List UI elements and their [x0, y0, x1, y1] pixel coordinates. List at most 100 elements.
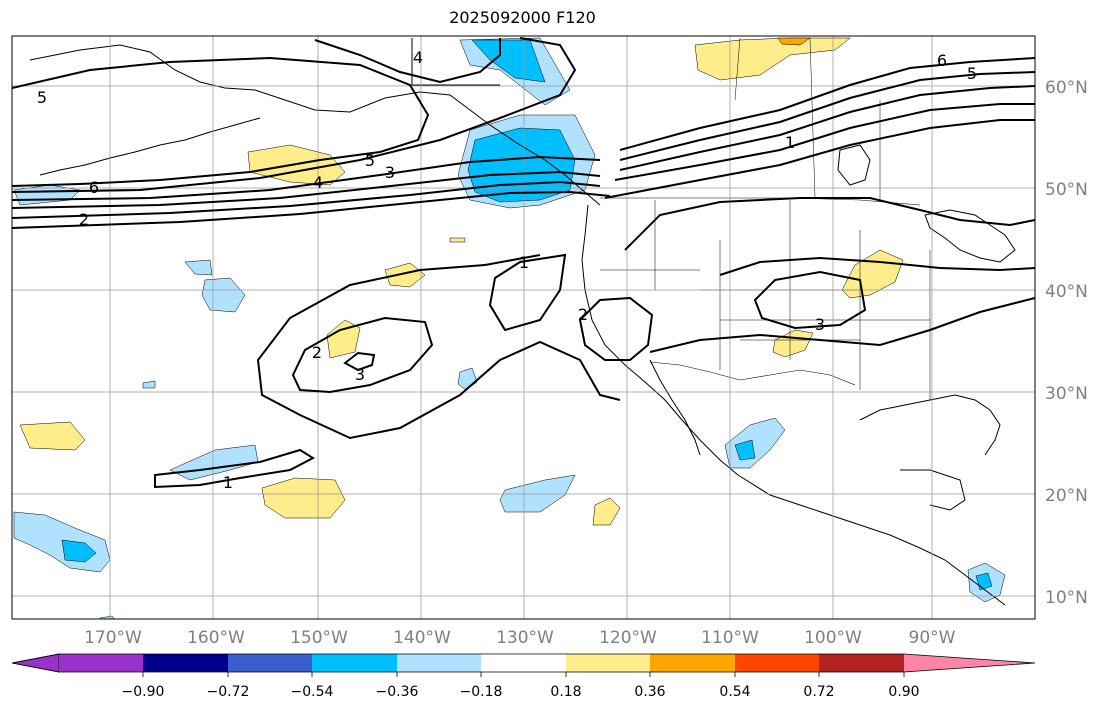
alaska-coast	[29, 44, 601, 206]
contour-line	[314, 38, 501, 84]
colorbar-tick-label: 0.36	[634, 684, 665, 700]
contour-line	[619, 71, 1035, 161]
panhandle-box	[411, 38, 500, 86]
contour-label: 2	[312, 343, 322, 362]
contour-line	[12, 180, 601, 219]
colorbar-swatch	[481, 654, 566, 672]
lon-label: 150°W	[290, 628, 348, 648]
contour-label: 2	[79, 210, 89, 229]
aleutian-islands	[39, 117, 261, 176]
shade-yellow	[772, 329, 814, 358]
map-title: 2025092000 F120	[449, 8, 596, 27]
colorbar-tick-label: 0.54	[719, 684, 750, 700]
shade-yellow	[449, 237, 466, 243]
contour-label: 5	[967, 64, 977, 83]
contour-line	[291, 316, 434, 394]
shade-blue	[467, 127, 576, 203]
gridlines	[12, 36, 1035, 619]
map-frame	[11, 35, 1036, 620]
lon-label: 160°W	[187, 628, 245, 648]
contour-label: 2	[578, 305, 588, 324]
colorbar-tick-label: 0.90	[888, 684, 919, 700]
colorbar-tick-label: −0.90	[122, 684, 165, 700]
contour-line	[619, 85, 1035, 171]
shade-orange	[777, 37, 811, 46]
lon-labels: 170°W 160°W 150°W 140°W 130°W 120°W 110°…	[84, 628, 956, 648]
lon-label: 120°W	[599, 628, 657, 648]
colorbar-swatch	[735, 654, 819, 672]
colorbar-outline	[11, 653, 1036, 673]
shade-light-blue	[142, 380, 156, 389]
great-lakes	[924, 209, 1016, 263]
contour-label: 5	[37, 88, 47, 107]
contour-line	[624, 197, 1035, 251]
colorbar-swatch	[312, 654, 397, 672]
contour-line	[256, 254, 621, 440]
lon-label: 110°W	[701, 628, 759, 648]
contour-line	[12, 190, 611, 229]
contour-label: 4	[413, 48, 423, 67]
contour-line	[343, 351, 376, 372]
colorbar-tick-label: −0.54	[291, 684, 334, 700]
shade-light-blue	[457, 367, 478, 391]
colorbar-swatch	[397, 654, 481, 672]
contour-line	[12, 37, 577, 193]
shade-light-blue	[201, 277, 246, 313]
lat-label: 60°N	[1045, 78, 1088, 98]
lat-label: 40°N	[1045, 282, 1088, 302]
contour-line	[649, 297, 1035, 353]
colorbar-ticks	[142, 672, 905, 677]
lat-labels: 60°N 50°N 40°N 30°N 20°N 10°N	[1045, 78, 1088, 608]
contour-line	[154, 448, 316, 489]
state-lines	[600, 200, 931, 400]
colorbar-swatch	[143, 654, 228, 672]
contour-label: 1	[785, 133, 795, 152]
contour-line	[619, 57, 1035, 151]
colorbar-extend-left	[11, 653, 60, 673]
lon-label: 90°W	[909, 628, 956, 648]
shade-yellow	[326, 319, 361, 359]
colorbar-swatch	[228, 654, 312, 672]
contour-label: 3	[355, 365, 365, 384]
colorbar-swatch	[59, 654, 143, 672]
hudson-bay	[837, 144, 871, 186]
contour-label: 6	[89, 178, 99, 197]
shade-blue	[734, 439, 756, 461]
yucatan	[900, 469, 966, 511]
contour-label: 4	[313, 173, 323, 192]
colorbar-extend-right	[904, 654, 1035, 672]
contour-label: 3	[815, 315, 825, 334]
shade-yellow	[261, 477, 346, 519]
shade-blue	[61, 539, 97, 563]
colorbar: −0.90 −0.72 −0.54 −0.36 −0.18 0.18 0.36 …	[11, 653, 1036, 700]
contour-line	[12, 170, 601, 209]
gulf-coast	[859, 394, 1001, 456]
lon-label: 170°W	[84, 628, 142, 648]
us-canada-border	[600, 197, 921, 206]
colorbar-tick-label: −0.36	[376, 684, 419, 700]
contour-label: 6	[937, 51, 947, 70]
contour-line	[12, 56, 430, 187]
contour-label-group: 5 6 2 4 5 3 4 6 5 1 1 2 3 2 3 1	[37, 48, 977, 492]
canada-province-lines	[734, 37, 881, 200]
colorbar-tick-label: 0.72	[803, 684, 834, 700]
colorbar-tick-label: −0.72	[207, 684, 250, 700]
contour-line	[753, 270, 867, 330]
mexico-coast	[737, 474, 1006, 606]
shade-light-blue	[169, 444, 259, 481]
lon-label: 140°W	[393, 628, 451, 648]
contour-line	[719, 256, 1035, 276]
us-mexico-border	[649, 361, 856, 386]
lon-label: 130°W	[496, 628, 554, 648]
shade-light-blue	[13, 511, 111, 573]
shade-yellow	[384, 262, 426, 288]
baja-peninsula	[649, 359, 701, 456]
colorbar-tick-label: −0.18	[460, 684, 503, 700]
shade-yellow	[841, 249, 904, 299]
contour-line	[12, 155, 601, 201]
contour-lines	[12, 37, 1035, 489]
lat-label: 30°N	[1045, 384, 1088, 404]
lon-label: 100°W	[804, 628, 862, 648]
lat-label: 20°N	[1045, 486, 1088, 506]
